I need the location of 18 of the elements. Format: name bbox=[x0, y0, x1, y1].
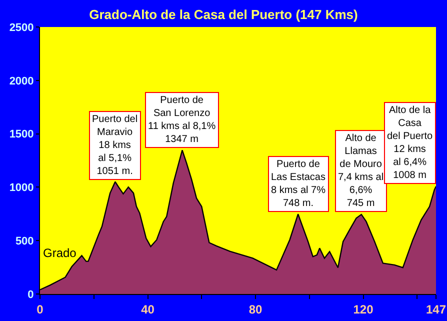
y-tick-label: 2500 bbox=[9, 22, 34, 34]
annotation: Alto de Llamas de Mouro 7,4 kms al 6,6% 745 m bbox=[338, 133, 384, 209]
y-tick-label: 1500 bbox=[9, 128, 34, 141]
annotation: Puerto de San Lorenzo 11 kms al 8,1% 1347 m bbox=[148, 95, 216, 145]
y-tick-label: 2000 bbox=[9, 75, 34, 88]
x-tick-label: 120 bbox=[353, 302, 374, 316]
chart-title: Grado-Alto de la Casa del Puerto (147 Kms) bbox=[89, 6, 358, 22]
annotation: Grado bbox=[43, 246, 77, 260]
y-tick-label: 0 bbox=[28, 288, 34, 301]
y-tick-label: 500 bbox=[15, 235, 34, 248]
x-tick-label: 0 bbox=[36, 302, 44, 316]
x-tick-label: 80 bbox=[248, 302, 263, 316]
y-tick-label: 1000 bbox=[9, 182, 34, 194]
annotation: Puerto del Maravio 18 kms al 5,1% 1051 m. bbox=[92, 114, 138, 177]
annotation: Puerto de Las Estacas 8 kms al 7% 748 m. bbox=[271, 159, 326, 209]
annotation: Alto de la Casa del Puerto 12 kms al 6,4% 1008 m bbox=[387, 105, 434, 181]
x-tick-label: 147 bbox=[426, 302, 446, 316]
x-tick-label: 40 bbox=[141, 302, 155, 316]
